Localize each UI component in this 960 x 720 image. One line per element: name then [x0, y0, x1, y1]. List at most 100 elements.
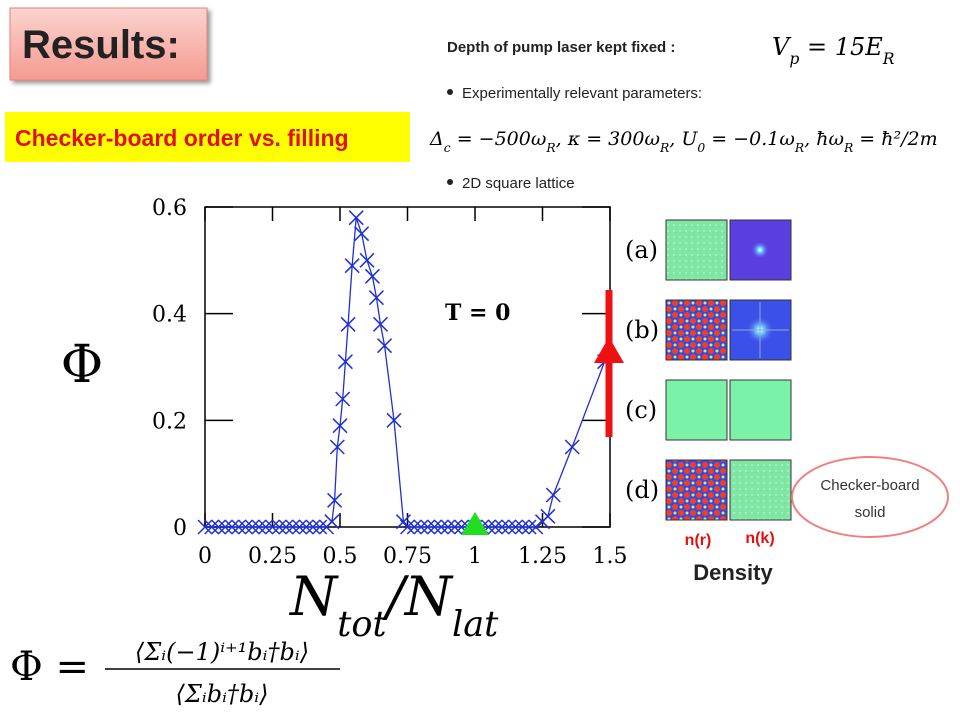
subtitle: Checker-board order vs. filling: [15, 125, 349, 151]
panel-image: [729, 379, 792, 441]
panel-image: [665, 379, 728, 441]
data-marker: [285, 519, 301, 535]
data-marker: [335, 391, 351, 407]
subtitle-box: [5, 112, 410, 162]
data-marker: [258, 519, 274, 535]
formula-part: R: [794, 141, 804, 155]
data-marker: [540, 508, 556, 524]
green-marker: [461, 512, 489, 535]
data-marker: [324, 514, 340, 530]
data-marker: [521, 519, 537, 535]
y-axis-label: Φ: [61, 335, 104, 395]
formula-part: R: [659, 141, 669, 155]
formula-part: = −500ω: [451, 128, 547, 150]
column-label: n(r): [685, 532, 712, 549]
formula-part: Δ: [429, 128, 444, 150]
data-marker: [332, 418, 348, 434]
data-marker: [507, 519, 524, 535]
formula-part: c: [444, 141, 451, 155]
x-tick-label: 0.25: [248, 544, 297, 569]
y-tick-label: 0.2: [152, 409, 187, 434]
panel-image: [665, 219, 728, 281]
formula-part: p: [789, 50, 799, 68]
x-tick-label: 1.5: [593, 544, 628, 569]
data-marker: [305, 519, 321, 535]
data-marker: [364, 268, 380, 284]
data-marker: [359, 252, 375, 268]
data-marker: [426, 519, 443, 535]
data-marker: [264, 519, 281, 535]
data-marker: [348, 210, 364, 226]
data-marker: [337, 354, 353, 370]
data-marker: [545, 487, 561, 503]
data-marker: [487, 519, 503, 535]
panels-caption: Density: [693, 560, 773, 585]
y-tick-label: 0.4: [152, 303, 187, 328]
y-tick-label: 0: [173, 516, 187, 541]
panel-label: (d): [625, 476, 659, 504]
series-line: [205, 217, 606, 528]
data-marker: [298, 519, 314, 535]
data-marker: [329, 439, 345, 455]
formula-lhs: Φ =: [10, 644, 89, 690]
data-marker: [372, 316, 389, 332]
label-part: tot: [337, 604, 387, 645]
param-formula: Δc = −500ωR, κ = 300ωR, U0 = −0.1ωR, ħωR…: [429, 128, 938, 155]
column-label: n(k): [745, 530, 774, 547]
panel-label: (b): [625, 316, 659, 344]
formula-part: R: [545, 141, 555, 155]
data-marker: [278, 519, 294, 535]
data-marker: [210, 519, 227, 535]
data-marker: [340, 316, 356, 332]
label-part: lat: [452, 604, 499, 645]
data-marker: [420, 519, 436, 535]
data-marker: [231, 519, 247, 535]
data-marker: [244, 519, 260, 535]
formula-part: R: [882, 50, 895, 68]
data-marker: [237, 519, 254, 535]
title: Results:: [22, 23, 180, 67]
bullet-text: 2D square lattice: [462, 175, 575, 192]
red-arrowhead: [594, 337, 624, 363]
formula-part: = ħ²/2m: [853, 128, 937, 150]
panel-image: [665, 459, 728, 521]
bullet-text: Experimentally relevant parameters:: [462, 85, 702, 102]
data-marker: [312, 519, 328, 535]
panel-image: [665, 299, 728, 361]
x-tick-label: 1: [468, 544, 482, 569]
callout-text: solid: [855, 504, 886, 521]
x-axis-label: Ntot/Nlat: [288, 565, 499, 645]
formula-part: , U: [669, 128, 698, 150]
plot-frame: [204, 206, 611, 528]
formula-part: = −0.1ω: [705, 128, 795, 150]
data-marker: [528, 519, 544, 535]
label-part: /N: [382, 565, 454, 628]
formula-part: , κ = 300ω: [556, 128, 660, 150]
callout: [791, 456, 949, 538]
x-tick-label: 0.75: [383, 544, 432, 569]
formula-part: , ħω: [804, 128, 844, 150]
data-marker: [217, 519, 233, 535]
data-marker: [514, 519, 530, 535]
bullet: [447, 179, 453, 185]
x-tick-label: 1.25: [518, 544, 567, 569]
label-part: N: [288, 565, 339, 628]
data-marker: [433, 519, 449, 535]
data-marker: [406, 519, 422, 535]
x-tick-label: 0.5: [323, 544, 358, 569]
callout-text: Checker-board: [820, 477, 919, 494]
title-box: [9, 7, 208, 81]
data-marker: [447, 519, 463, 535]
formula-numerator: ⟨Σᵢ(−1)ⁱ⁺¹bᵢ†bᵢ⟩: [135, 638, 309, 666]
data-marker: [494, 519, 510, 535]
data-marker: [413, 519, 429, 535]
panel-image: [729, 459, 792, 521]
formula-part: 0: [697, 141, 705, 155]
chart: 0 0.2 0.4 0.6 0 0.25 0.5 0.75 1 1.25 1.5 Φ Ntot/Nlat…: [61, 196, 628, 645]
formula-part: = 15E: [799, 33, 883, 61]
data-marker: [271, 519, 287, 535]
x-tick-label: 0: [198, 544, 212, 569]
pump-formula: Vp = 15ER: [772, 33, 895, 68]
